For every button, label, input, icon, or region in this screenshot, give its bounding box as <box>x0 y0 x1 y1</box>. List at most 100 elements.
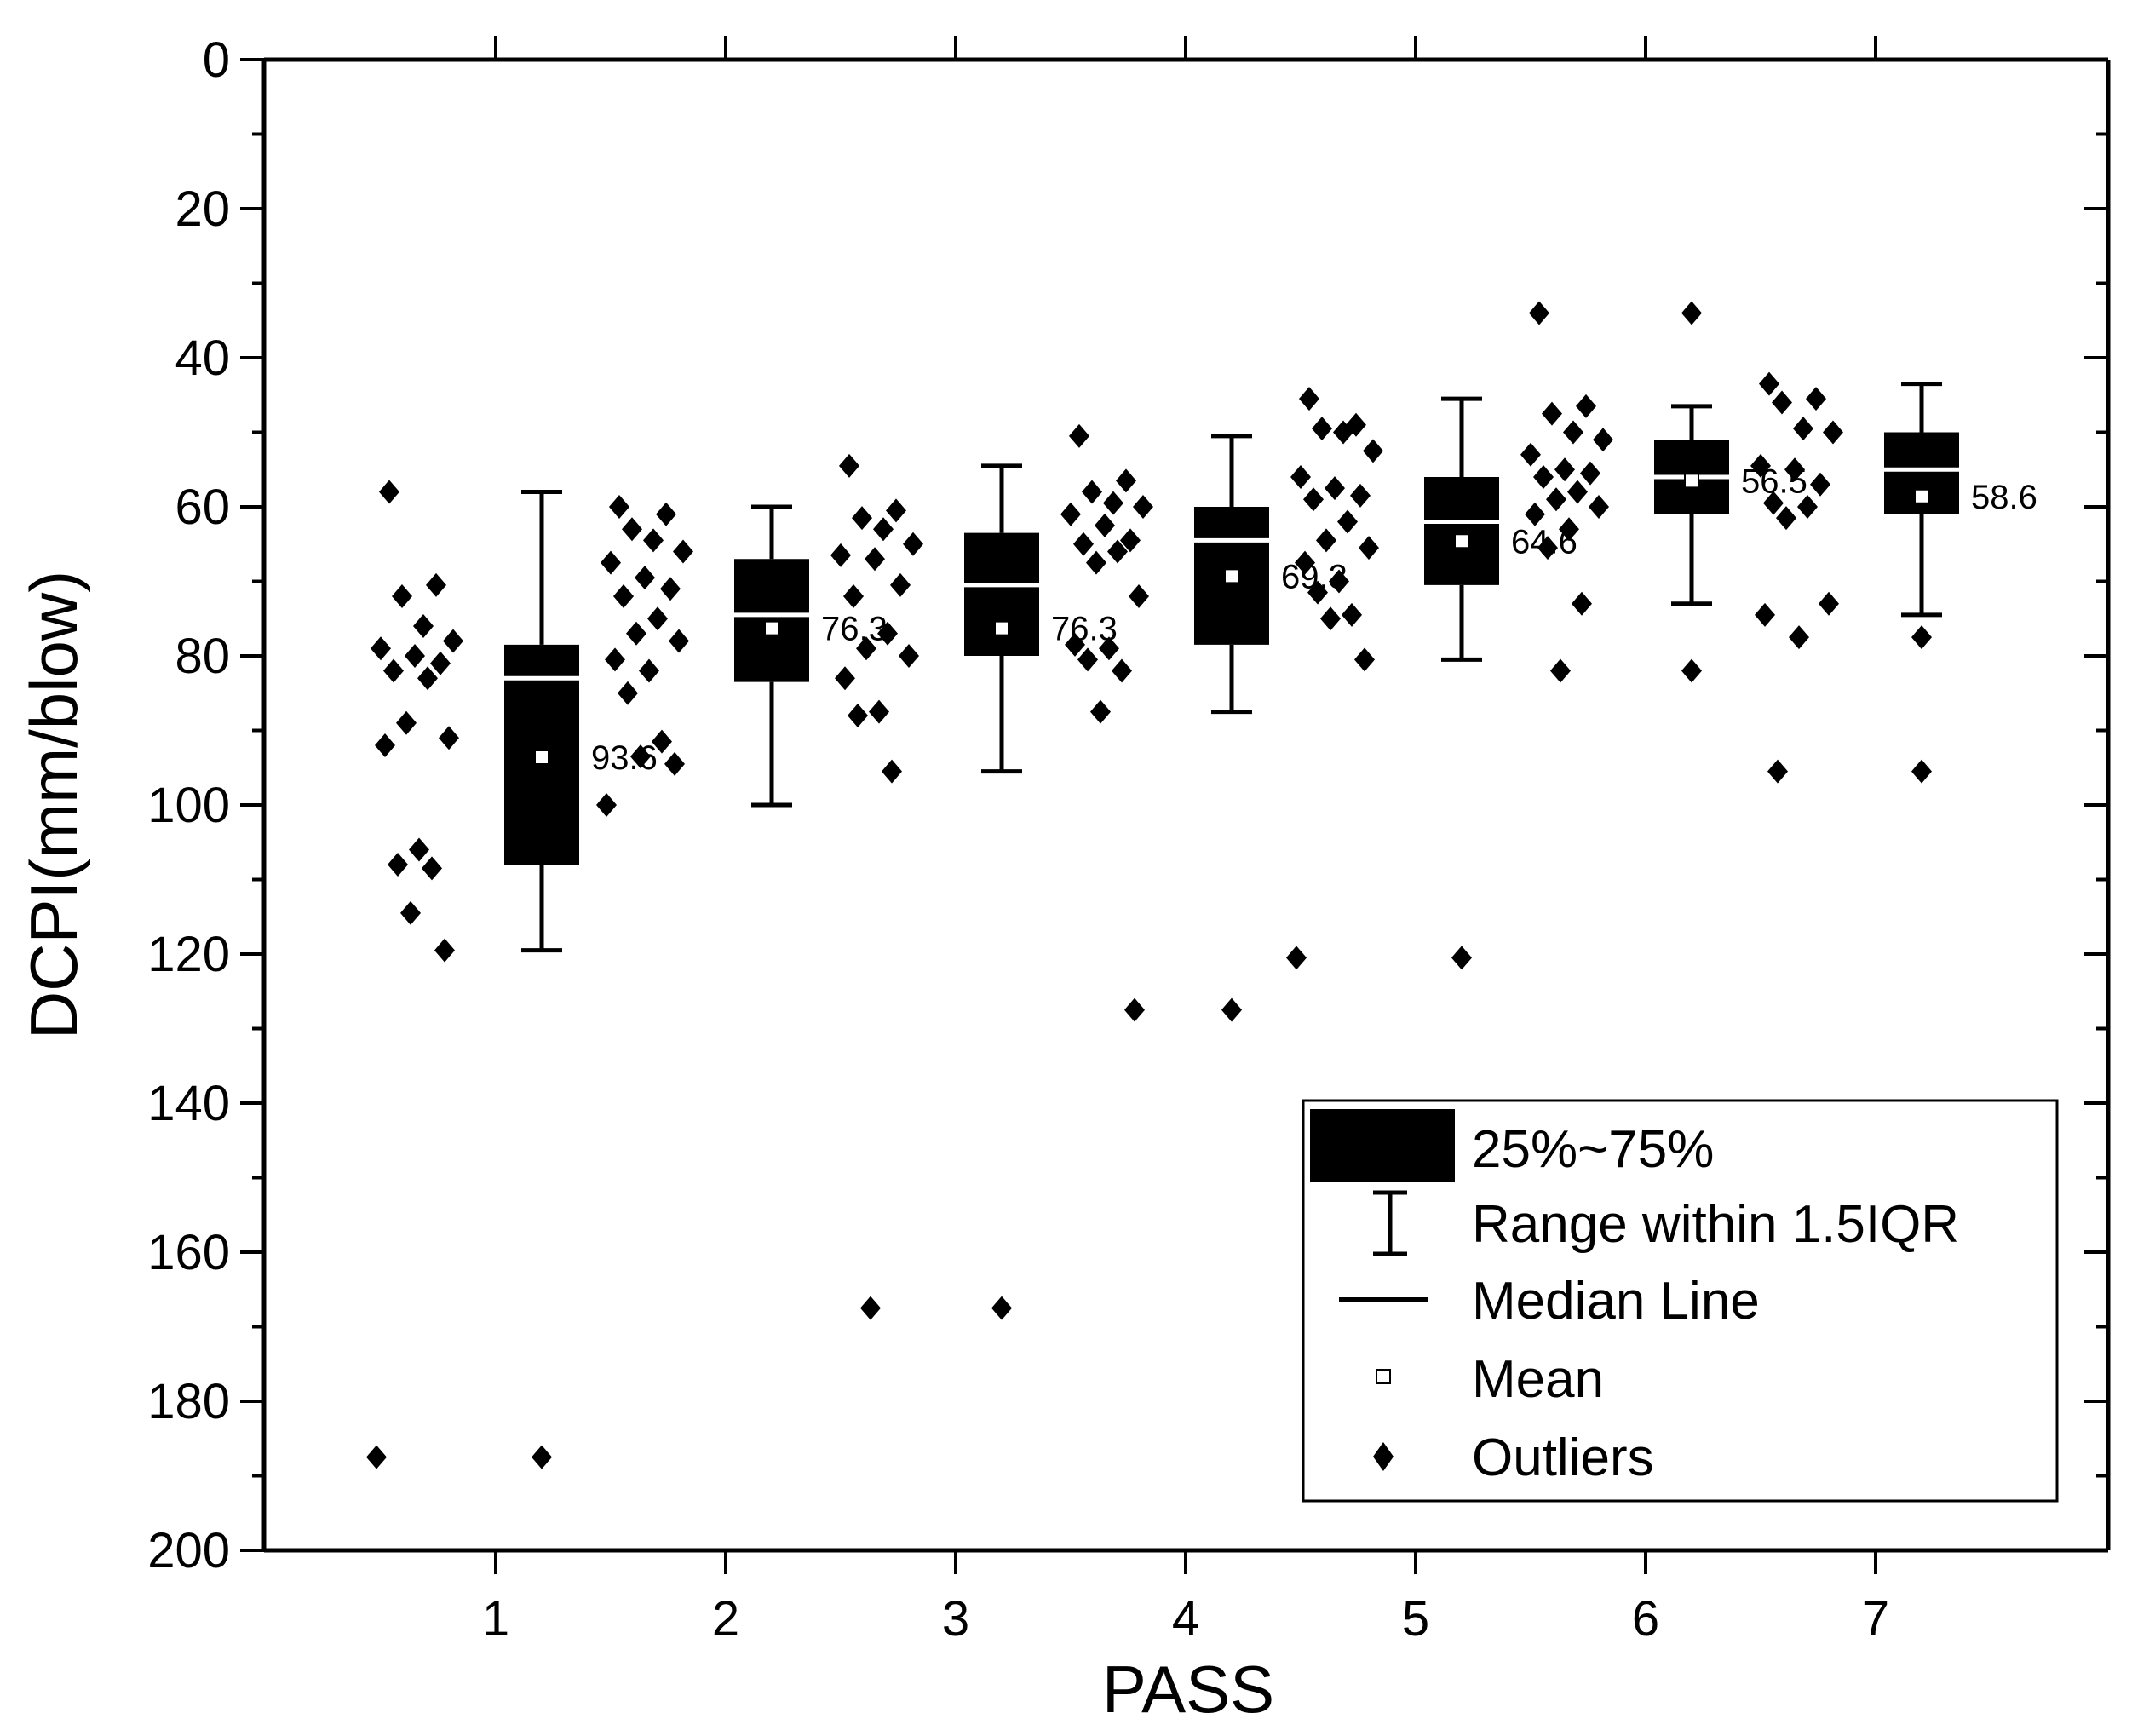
mean-label: 64.6 <box>1511 523 1577 560</box>
data-point <box>1354 647 1375 672</box>
data-point <box>1755 602 1775 627</box>
legend-label-median: Median Line <box>1472 1272 1760 1331</box>
mean-label: 69.3 <box>1281 558 1348 595</box>
data-point <box>860 1296 881 1320</box>
legend-outliers-icon <box>1373 1442 1394 1471</box>
data-point <box>1325 476 1345 501</box>
x-tick-label: 3 <box>942 1591 969 1647</box>
mean-label: 93.6 <box>591 739 658 777</box>
y-tick-label: 140 <box>147 1076 230 1131</box>
x-tick-label: 4 <box>1172 1591 1199 1647</box>
y-axis-title: DCPI(mm/blow) <box>16 571 91 1039</box>
outlier-marker <box>1221 997 1242 1022</box>
data-point <box>1333 420 1353 445</box>
data-point <box>1307 580 1328 605</box>
y-tick-label: 0 <box>203 32 230 88</box>
data-point <box>1593 428 1613 452</box>
data-point <box>1303 487 1324 512</box>
mean-marker <box>994 620 1009 636</box>
data-point <box>1819 591 1839 616</box>
data-point <box>1576 394 1596 418</box>
data-point <box>1789 625 1809 650</box>
data-point <box>639 658 659 683</box>
data-point <box>664 751 685 776</box>
data-point <box>1065 632 1085 657</box>
data-point <box>1316 528 1336 553</box>
data-point <box>1069 423 1089 448</box>
y-tick-label: 180 <box>147 1374 230 1429</box>
data-point <box>1563 420 1583 445</box>
y-axis-ticks: 0 20 40 60 80 100 120 140 160 180 200 <box>147 32 2108 1578</box>
data-point <box>1342 602 1362 627</box>
data-point <box>890 572 911 597</box>
data-point <box>1290 465 1311 489</box>
data-point <box>396 710 417 735</box>
mean-label: 58.6 <box>1971 479 2037 516</box>
data-point <box>366 1445 387 1469</box>
data-point <box>392 584 412 608</box>
data-point <box>630 744 651 769</box>
data-point <box>1337 509 1358 534</box>
y-tick-label: 60 <box>175 480 230 535</box>
data-point <box>1320 606 1341 631</box>
data-point <box>400 900 421 925</box>
data-point <box>605 647 625 672</box>
data-point <box>1763 491 1784 515</box>
data-point <box>1533 465 1554 489</box>
mean-label: 76.3 <box>821 611 888 648</box>
data-point <box>434 938 455 963</box>
data-point <box>609 495 629 519</box>
data-point <box>388 853 408 877</box>
data-point <box>1529 301 1549 325</box>
data-point <box>1103 491 1123 515</box>
data-point <box>1099 636 1119 661</box>
data-point <box>1095 513 1115 537</box>
data-point <box>899 644 919 668</box>
data-point <box>886 498 906 523</box>
data-point <box>439 726 459 750</box>
outlier-marker <box>1681 658 1702 683</box>
iqr-box <box>734 559 809 682</box>
data-point <box>843 584 864 608</box>
data-point <box>865 547 885 572</box>
data-point <box>856 636 876 661</box>
data-point <box>835 666 855 691</box>
data-point <box>379 480 399 504</box>
data-point <box>409 837 429 862</box>
legend-range-icon <box>1373 1190 1407 1256</box>
data-point <box>1806 387 1826 411</box>
x-tick-label: 7 <box>1862 1591 1889 1647</box>
legend: 25%~75% Range within 1.5IQR Median Line … <box>1302 1099 2059 1503</box>
legend-label-range: Range within 1.5IQR <box>1472 1195 1959 1254</box>
data-point <box>1559 517 1579 542</box>
data-point <box>1525 502 1545 526</box>
data-point <box>1060 502 1081 526</box>
data-point <box>1295 550 1315 575</box>
data-point <box>1823 420 1843 445</box>
data-point <box>1286 946 1307 970</box>
boxes: 93.6 76.3 76.3 69.3 64.6 56.5 58.6 <box>504 301 2037 1469</box>
data-point <box>371 636 391 661</box>
data-point <box>1580 461 1600 486</box>
data-point <box>869 699 889 724</box>
data-point <box>601 550 621 575</box>
data-point <box>1129 584 1149 608</box>
mean-label: 56.5 <box>1741 463 1807 500</box>
x-axis-title: PASS <box>1102 1652 1274 1727</box>
y-tick-label: 100 <box>147 778 230 833</box>
data-point <box>1124 997 1145 1022</box>
data-point <box>1329 569 1349 594</box>
y-tick-label: 200 <box>147 1523 230 1578</box>
data-point <box>1759 371 1779 396</box>
data-point <box>830 543 851 567</box>
legend-box-swatch <box>1310 1109 1455 1182</box>
data-point <box>430 651 451 675</box>
legend-label-box: 25%~75% <box>1472 1120 1714 1179</box>
data-point <box>1073 532 1094 556</box>
data-point <box>1797 495 1818 519</box>
data-point <box>1589 495 1609 519</box>
outlier-marker <box>991 1296 1012 1320</box>
data-point <box>405 644 425 668</box>
data-point <box>426 572 446 597</box>
